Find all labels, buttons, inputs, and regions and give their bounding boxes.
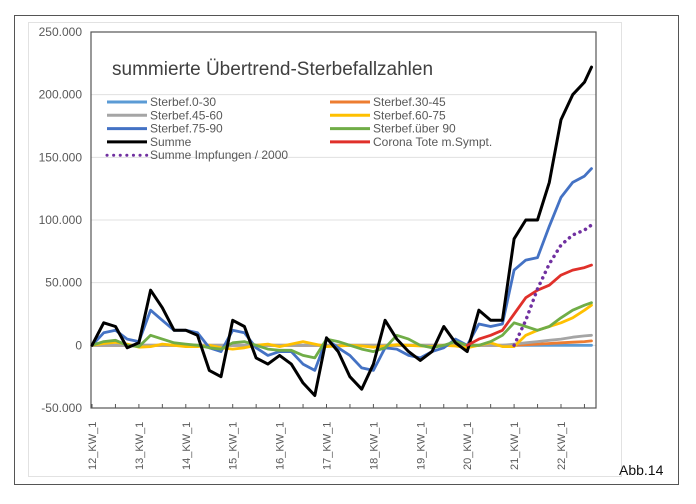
legend-label: Summe [150,135,192,149]
x-tick-label: 22_KW_1 [556,422,568,470]
chart-title: summierte Übertrend-Sterbefallzahlen [112,59,433,80]
legend-item: Sterbef.75-90 [107,122,223,136]
y-tick-label: -50.000 [41,401,82,415]
legend-label: Sterbef.30-45 [373,95,446,109]
x-tick-label: 16_KW_1 [275,422,287,470]
legend-label: Summe Impfungen / 2000 [150,148,288,162]
legend-item: Summe Impfungen / 2000 [105,148,288,162]
y-tick-label: 250.000 [39,25,83,39]
x-tick-label: 17_KW_1 [322,422,334,470]
series-line-summe [90,65,593,397]
series-line-sterbef-60-75 [90,303,593,351]
legend-label: Sterbef.0-30 [150,95,216,109]
legend-item: Sterbef.0-30 [107,95,216,109]
y-tick-label: 100.000 [39,213,83,227]
y-axis-ticks: 250.000 200.000 150.000 100.000 50.000 0 -50.0… [39,25,83,415]
figure-frame [14,15,679,485]
legend-item: Summe [107,135,192,149]
y-tick-label: 50.000 [45,276,82,290]
legend-label: Sterbef.über 90 [373,122,456,136]
x-tick-label: 15_KW_1 [228,422,240,470]
x-tick-label: 14_KW_1 [181,422,193,470]
y-tick-label: 150.000 [39,150,83,164]
legend-item: Corona Tote m.Sympt. [330,135,492,149]
figure-label: Abb.14 [619,462,664,478]
y-tick-label: 200.000 [39,88,83,102]
legend-item: Sterbef.45-60 [107,108,223,122]
chart-area [28,22,622,477]
legend-label: Corona Tote m.Sympt. [373,135,492,149]
x-tick-label: 12_KW_1 [87,422,99,470]
x-tick-label: 18_KW_1 [368,422,380,470]
x-axis-ticks: 12_KW_1 13_KW_1 14_KW_1 15_KW_1 16_KW_1 17_KW… [87,404,585,470]
legend-item: Sterbef.60-75 [330,108,446,122]
x-tick-label: 20_KW_1 [462,422,474,470]
series-lines [90,65,594,397]
legend-item: Sterbef.über 90 [330,122,456,136]
x-tick-label: 19_KW_1 [415,422,427,470]
series-line-sterbef-ber-90 [90,301,593,360]
series-line-corona-tote-m-sympt- [465,263,593,347]
x-tick-label: 13_KW_1 [134,422,146,470]
y-tick-label: 0 [75,338,82,352]
legend-item: Sterbef.30-45 [330,95,446,109]
legend-label: Sterbef.45-60 [150,108,223,122]
legend-label: Sterbef.75-90 [150,122,223,136]
x-tick-label: 21_KW_1 [509,422,521,470]
legend-label: Sterbef.60-75 [373,108,446,122]
plot-area-border [90,31,597,409]
